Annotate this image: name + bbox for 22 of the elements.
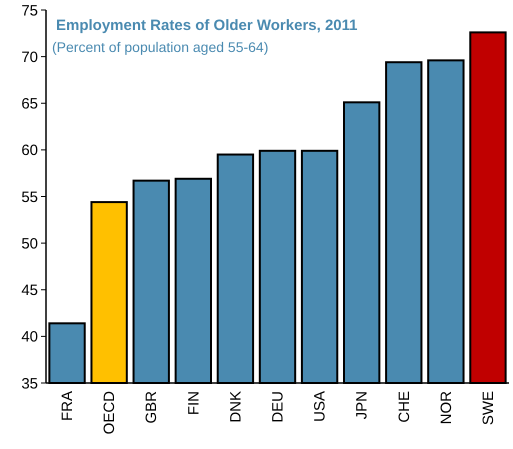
x-tick-label: CHE	[396, 391, 413, 423]
x-tick-label: FIN	[185, 391, 202, 416]
y-tick-label: 65	[21, 96, 38, 112]
x-tick-label: JPN	[354, 391, 371, 420]
y-tick-label: 75	[21, 2, 38, 20]
y-tick-label: 60	[21, 142, 38, 160]
x-tick-label: FRA	[59, 391, 76, 421]
x-tick-label: SWE	[480, 391, 497, 426]
x-tick-label: DNK	[227, 391, 244, 423]
y-tick-label: 45	[21, 282, 38, 299]
x-tick-label: OECD	[101, 390, 118, 434]
y-tick-label: 70	[21, 48, 38, 66]
x-tick-label: DEU	[270, 391, 286, 423]
x-tick-label: GBR	[143, 390, 160, 424]
y-tick-label: 35	[21, 375, 38, 392]
text: Employment Rates of Older Workers, 2011	[56, 17, 358, 34]
y-tick-label: 50	[21, 235, 38, 252]
x-tick-label: NOR	[438, 390, 455, 424]
y-tick-label: 40	[21, 328, 38, 346]
y-tick-label: 55	[21, 188, 38, 206]
text: (Percent of population aged 55-64)	[52, 39, 268, 55]
x-tick-label: USA	[312, 391, 329, 422]
